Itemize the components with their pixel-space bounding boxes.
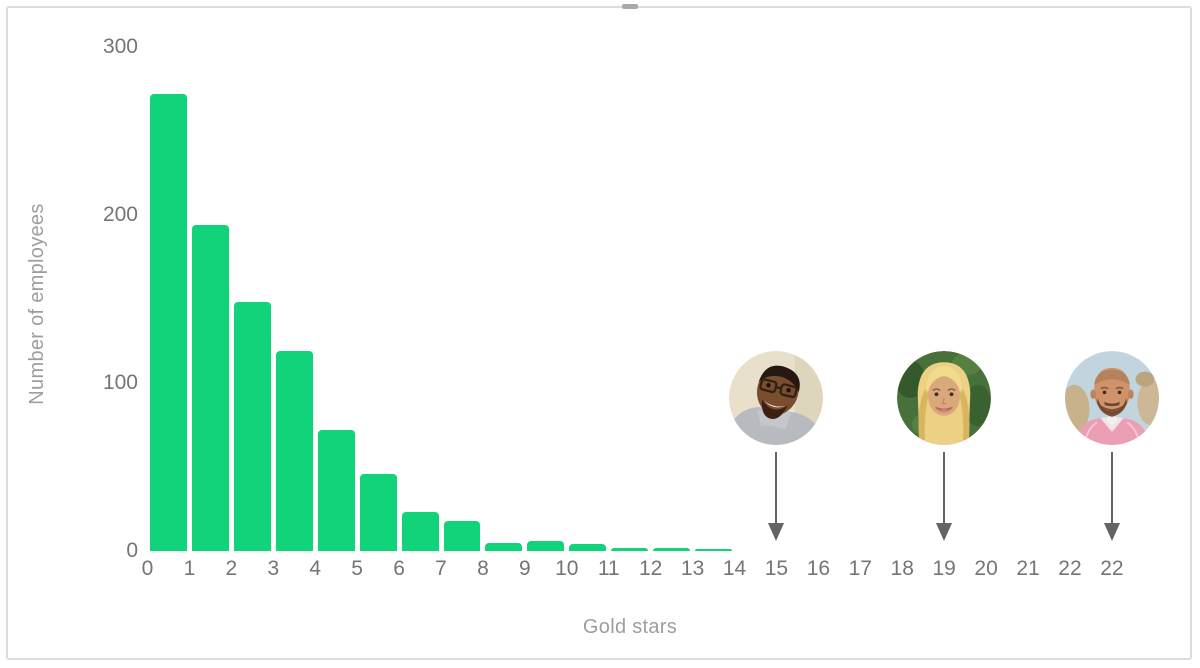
annotation-arrow-head [1103,523,1120,541]
x-tick-label: 0 [141,557,154,580]
x-tick-label: 20 [974,557,998,580]
histogram-bar [150,94,187,551]
histogram-bar [569,544,607,551]
histogram-bar [233,302,271,551]
x-tick-label: 15 [764,557,789,580]
x-tick-label: 2 [225,557,238,580]
histogram-bar [191,225,229,551]
x-tick-label: 5 [351,557,363,580]
y-axis-title: Number of employees [26,203,48,405]
histogram-bar [527,540,565,551]
histogram-bar [275,351,313,551]
x-tick-label: 11 [597,557,620,580]
employee-avatar-2 [897,351,992,445]
x-tick-label: 7 [435,557,447,580]
histogram-bar [443,520,481,551]
annotation-arrow-line [943,452,946,524]
annotation-arrow-head [936,523,953,541]
x-tick-label: 21 [1016,557,1040,580]
avatar-man-glasses-icon [729,351,824,445]
x-tick-label: 1 [183,557,196,580]
y-tick-label: 0 [126,539,138,562]
annotation-arrow-line [775,452,778,524]
x-tick-label: 8 [477,557,489,580]
x-axis-title: Gold stars [582,616,678,638]
employee-avatar-3 [1064,351,1159,445]
histogram-bar [695,549,732,551]
avatar-blonde-woman-icon [897,351,992,445]
y-tick-label: 300 [102,35,138,58]
employee-avatar-1 [729,351,824,445]
resize-handle[interactable] [622,4,638,9]
y-tick-label: 200 [102,203,138,226]
avatar-bald-bearded-man-icon [1064,351,1159,445]
x-tick-label: 9 [519,557,531,580]
x-tick-label: 4 [309,557,322,580]
x-tick-label: 13 [680,557,705,580]
x-tick-label: 14 [722,557,747,580]
x-tick-label: 22 [1058,557,1082,580]
annotation-arrow-line [1110,452,1113,524]
histogram-bar [359,473,397,551]
annotation-arrow-head [768,523,785,541]
x-tick-label: 3 [267,557,280,580]
x-tick-label: 22 [1100,557,1124,580]
x-tick-label: 12 [638,557,663,580]
x-tick-label: 16 [806,557,831,580]
x-tick-label: 10 [555,557,579,580]
y-tick-label: 100 [102,371,138,394]
histogram-bar [653,547,691,551]
histogram-bar [611,547,649,551]
histogram-bar [485,542,523,551]
x-tick-label: 19 [932,557,956,580]
x-tick-label: 6 [393,557,405,580]
histogram-bar [317,430,355,551]
x-tick-label: 17 [848,557,872,580]
histogram-bar [401,512,439,551]
x-tick-label: 18 [890,557,914,580]
